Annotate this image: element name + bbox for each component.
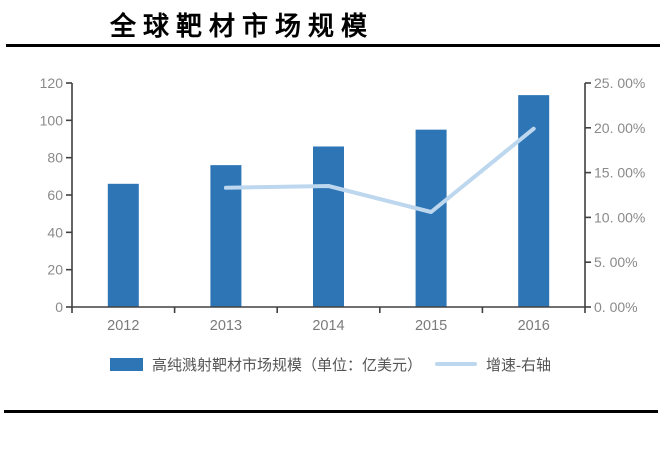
chart-title: 全球靶材市场规模: [110, 12, 375, 41]
right-axis-tick-label: 5. 00%: [594, 254, 638, 270]
x-axis-year-label: 2012: [107, 318, 139, 334]
left-axis-tick-label: 80: [47, 150, 63, 166]
left-axis-tick-label: 120: [40, 75, 64, 91]
top-divider: [6, 44, 660, 47]
bar-2014: [313, 146, 344, 307]
left-axis-tick-label: 60: [47, 187, 63, 203]
x-axis-year-label: 2015: [415, 318, 447, 334]
left-axis-tick-label: 20: [47, 262, 63, 278]
left-axis-tick-label: 0: [55, 299, 63, 315]
left-axis-tick-label: 100: [40, 112, 64, 128]
x-axis-year-label: 2014: [312, 318, 344, 334]
bar-series-label: 高纯溅射靶材市场规模（单位：亿美元）: [151, 357, 422, 374]
right-axis-tick-label: 25. 00%: [594, 75, 645, 91]
right-axis-tick-label: 20. 00%: [594, 120, 645, 136]
x-axis-year-label: 2016: [518, 318, 550, 334]
x-axis-year-label: 2013: [210, 318, 242, 334]
bar-series-swatch: [109, 357, 143, 371]
growth-line: [223, 126, 536, 214]
right-axis-tick-label: 15. 00%: [594, 165, 645, 181]
bottom-divider: [4, 410, 658, 413]
line-series-label: 增速-右轴: [486, 357, 551, 374]
line-series-swatch: [435, 362, 477, 366]
right-axis-tick-label: 10. 00%: [594, 209, 645, 225]
bar-2012: [107, 183, 139, 307]
right-axis-tick-label: 0. 00%: [594, 299, 638, 315]
left-axis-tick-label: 40: [47, 224, 63, 240]
bar-2015: [415, 129, 447, 307]
chart-legend: 高纯溅射靶材市场规模（单位：亿美元） 增速-右轴: [0, 353, 661, 375]
